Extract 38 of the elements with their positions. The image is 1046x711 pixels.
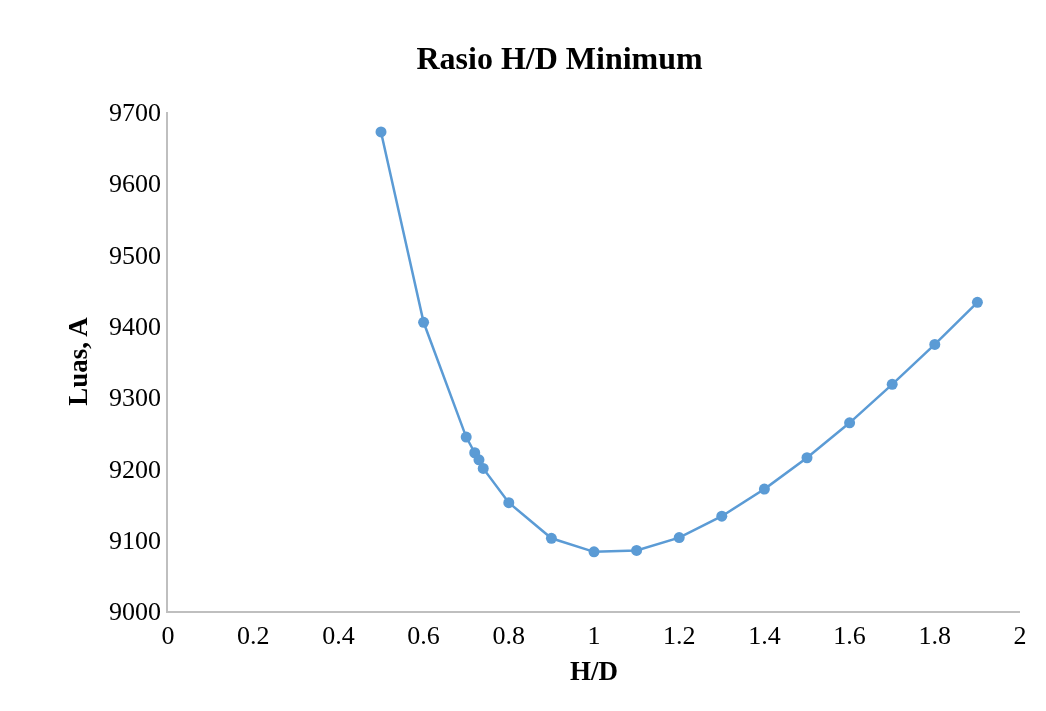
y-tick-label: 9000 [109,597,162,627]
point [588,546,600,558]
point [844,417,856,429]
x-tick-label: 0.4 [322,620,355,650]
x-tick-label: 0.2 [236,620,270,650]
x-tick-label: 2 [1013,620,1027,650]
y-tick-label: 9300 [109,383,162,413]
point [375,126,387,138]
point [673,532,685,544]
point [716,510,728,522]
y-tick-label: 9200 [109,454,162,484]
x-tick-label: 1.8 [918,620,952,650]
y-tick-label: 9600 [109,169,162,199]
y-tick-label: 9100 [109,525,162,555]
x-tick-label: 0.8 [492,620,526,650]
point [460,431,472,443]
point [886,378,898,390]
y-tick-label: 9700 [109,98,162,128]
x-tick-label: 1.2 [662,620,696,650]
x-tick-label: 0.6 [407,620,440,650]
point [971,296,983,308]
point [758,483,770,495]
point [631,544,643,556]
point [545,532,557,544]
y-tick-label: 9500 [109,240,162,270]
x-tick-label: 1 [587,620,601,650]
chart-title: Rasio H/D Minimum [416,39,704,76]
point [801,452,813,464]
x-tick-label: 1.6 [833,620,866,650]
x-axis-title: H/D [569,655,619,686]
point [477,462,489,474]
y-tick-label: 9400 [109,311,162,341]
point [929,338,941,350]
x-tick-label: 0 [161,620,175,650]
y-axis-title: Luas, A [62,316,93,406]
point [418,316,430,328]
x-tick-label: 1.4 [748,620,781,650]
point [503,497,515,509]
